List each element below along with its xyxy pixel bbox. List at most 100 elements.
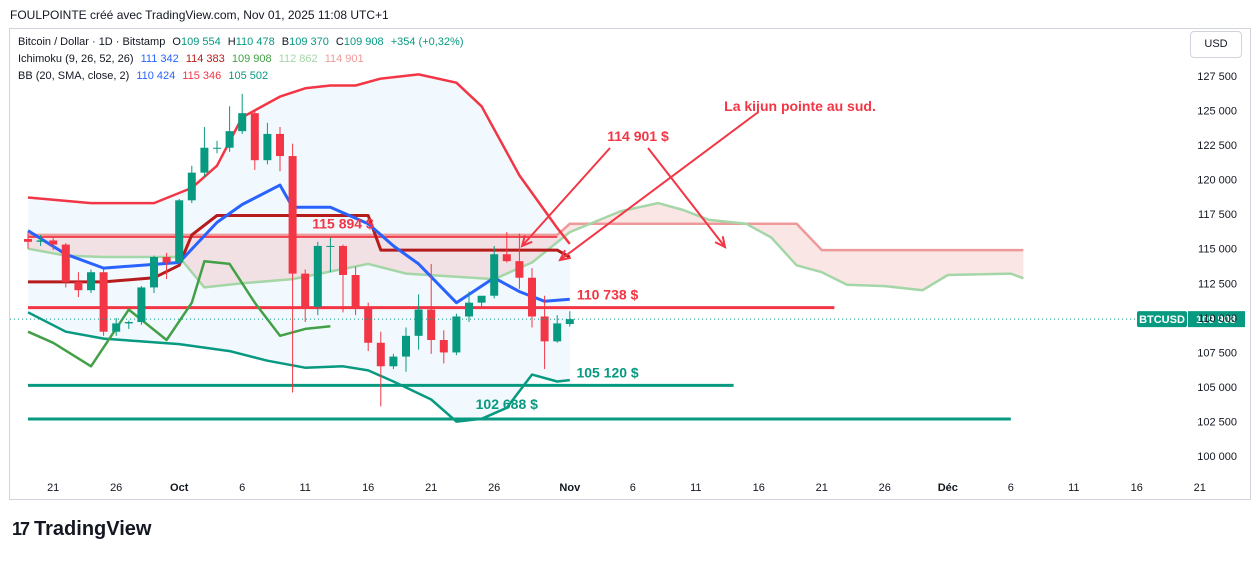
candle-body — [61, 244, 70, 282]
legend-symbol-row: Bitcoin / Dollar · 1D · Bitstamp O109 55… — [18, 36, 467, 48]
tradingview-logo[interactable]: 17 TradingView — [12, 518, 151, 541]
candle-body — [288, 156, 297, 274]
candle-body — [452, 316, 461, 353]
price-tag-value: 109 908 — [1196, 314, 1236, 326]
x-tick-label: 21 — [1194, 482, 1206, 494]
legend-ichimoku-tenkan: 111 342 — [140, 53, 179, 65]
candle-body — [515, 261, 524, 278]
legend-ichimoku-span-b: 114 901 — [324, 53, 364, 65]
candle-body — [74, 281, 83, 291]
candle-body — [565, 319, 574, 325]
candle-body — [313, 245, 322, 307]
candle — [313, 241, 322, 316]
span-b-arrow-right — [647, 147, 726, 248]
y-tick-label: 110 000 — [1198, 313, 1237, 325]
candle-body — [553, 323, 562, 342]
y-tick-label: 120 000 — [1197, 175, 1237, 187]
candle — [36, 234, 45, 246]
candle — [263, 122, 272, 165]
candle — [99, 269, 108, 336]
chart-header-title: FOULPOINTE créé avec TradingView.com, No… — [10, 8, 389, 22]
candle-body — [162, 257, 171, 263]
candle — [502, 232, 511, 263]
candle — [301, 269, 310, 323]
x-tick-label: 21 — [425, 482, 437, 494]
x-tick-label: 11 — [690, 482, 701, 494]
legend-close: C109 908 — [335, 36, 384, 48]
level-label-0: 115 894 $ — [312, 215, 374, 231]
level-label-1: 110 738 $ — [577, 287, 639, 303]
price-tag-value-bg — [1188, 311, 1245, 328]
legend-ichimoku-kijun: 114 383 — [185, 53, 225, 65]
candle-body — [200, 147, 209, 173]
candle — [276, 127, 284, 172]
candle — [414, 294, 423, 350]
legend-low: B109 370 — [281, 36, 329, 48]
candle-body — [439, 339, 448, 353]
legend-ichimoku-chikou: 109 908 — [231, 53, 272, 65]
y-tick-label: 125 000 — [1197, 105, 1237, 117]
candle-body — [339, 245, 347, 275]
level-label-3: 102 688 $ — [476, 396, 538, 412]
candle-body — [238, 113, 247, 132]
candle — [288, 143, 297, 393]
candle-body — [137, 287, 146, 323]
x-tick-label: Oct — [170, 482, 189, 494]
candle — [24, 232, 32, 249]
candle — [439, 330, 448, 364]
span-b-arrow-right-head — [714, 236, 727, 249]
candle-body — [225, 131, 234, 148]
candle — [61, 243, 70, 288]
kijun-note-annotation: La kijun pointe au sud. — [724, 98, 876, 114]
legend-ichimoku-label[interactable]: Ichimoku (9, 26, 52, 26) — [18, 53, 134, 65]
candle-body — [49, 240, 58, 245]
legend-bb-label[interactable]: BB (20, SMA, close, 2) — [18, 70, 130, 82]
level-label-2: 105 120 $ — [576, 364, 638, 380]
candle — [150, 255, 158, 293]
candle-body — [187, 172, 196, 201]
candle — [124, 320, 133, 329]
candle — [389, 353, 398, 370]
candle-body — [402, 335, 410, 357]
legend-ichimoku-span-a: 112 862 — [278, 53, 318, 65]
y-tick-label: 100 000 — [1197, 451, 1237, 463]
kijun-note-arrow-head — [558, 249, 571, 262]
y-tick-label: 127 500 — [1197, 71, 1237, 83]
candle — [490, 245, 499, 299]
candle-body — [276, 133, 284, 157]
candle — [238, 93, 247, 134]
y-tick-label: 117 500 — [1198, 209, 1237, 221]
candle — [376, 331, 385, 407]
span-b-value-annotation: 114 901 $ — [607, 128, 669, 144]
legend-ichimoku-row: Ichimoku (9, 26, 52, 26) 111 342 114 383… — [18, 53, 368, 65]
x-tick-label: Déc — [938, 482, 958, 494]
chart-panel[interactable] — [9, 28, 1251, 500]
candle — [213, 140, 221, 154]
span-b-arrow-left-head — [520, 235, 533, 248]
x-tick-label: 21 — [816, 482, 828, 494]
candle-body — [364, 306, 373, 343]
x-tick-label: 16 — [753, 482, 765, 494]
x-tick-label: 26 — [488, 482, 500, 494]
y-tick-label: 105 000 — [1197, 382, 1237, 394]
y-tick-label: 107 500 — [1197, 347, 1237, 359]
legend-bb-basis: 110 424 — [136, 70, 176, 82]
x-tick-label: 11 — [1068, 482, 1079, 494]
series-line-kijun — [28, 214, 571, 284]
candle — [250, 110, 259, 170]
candle-body — [213, 147, 221, 149]
candle-body — [112, 323, 121, 332]
x-tick-label: 6 — [1008, 482, 1014, 494]
x-tick-label: 16 — [1131, 482, 1143, 494]
candle — [528, 268, 536, 328]
candle-body — [351, 274, 360, 307]
candle-body — [477, 295, 486, 303]
legend-open: O109 554 — [172, 36, 221, 48]
legend-symbol[interactable]: Bitcoin / Dollar · 1D · Bitstamp — [18, 36, 166, 48]
series-line-bb-upper — [27, 73, 571, 245]
candle — [200, 127, 209, 177]
legend-bb-row: BB (20, SMA, close, 2) 110 424 115 346 1… — [18, 70, 272, 82]
currency-button[interactable]: USD — [1190, 31, 1242, 58]
candle — [326, 237, 335, 273]
